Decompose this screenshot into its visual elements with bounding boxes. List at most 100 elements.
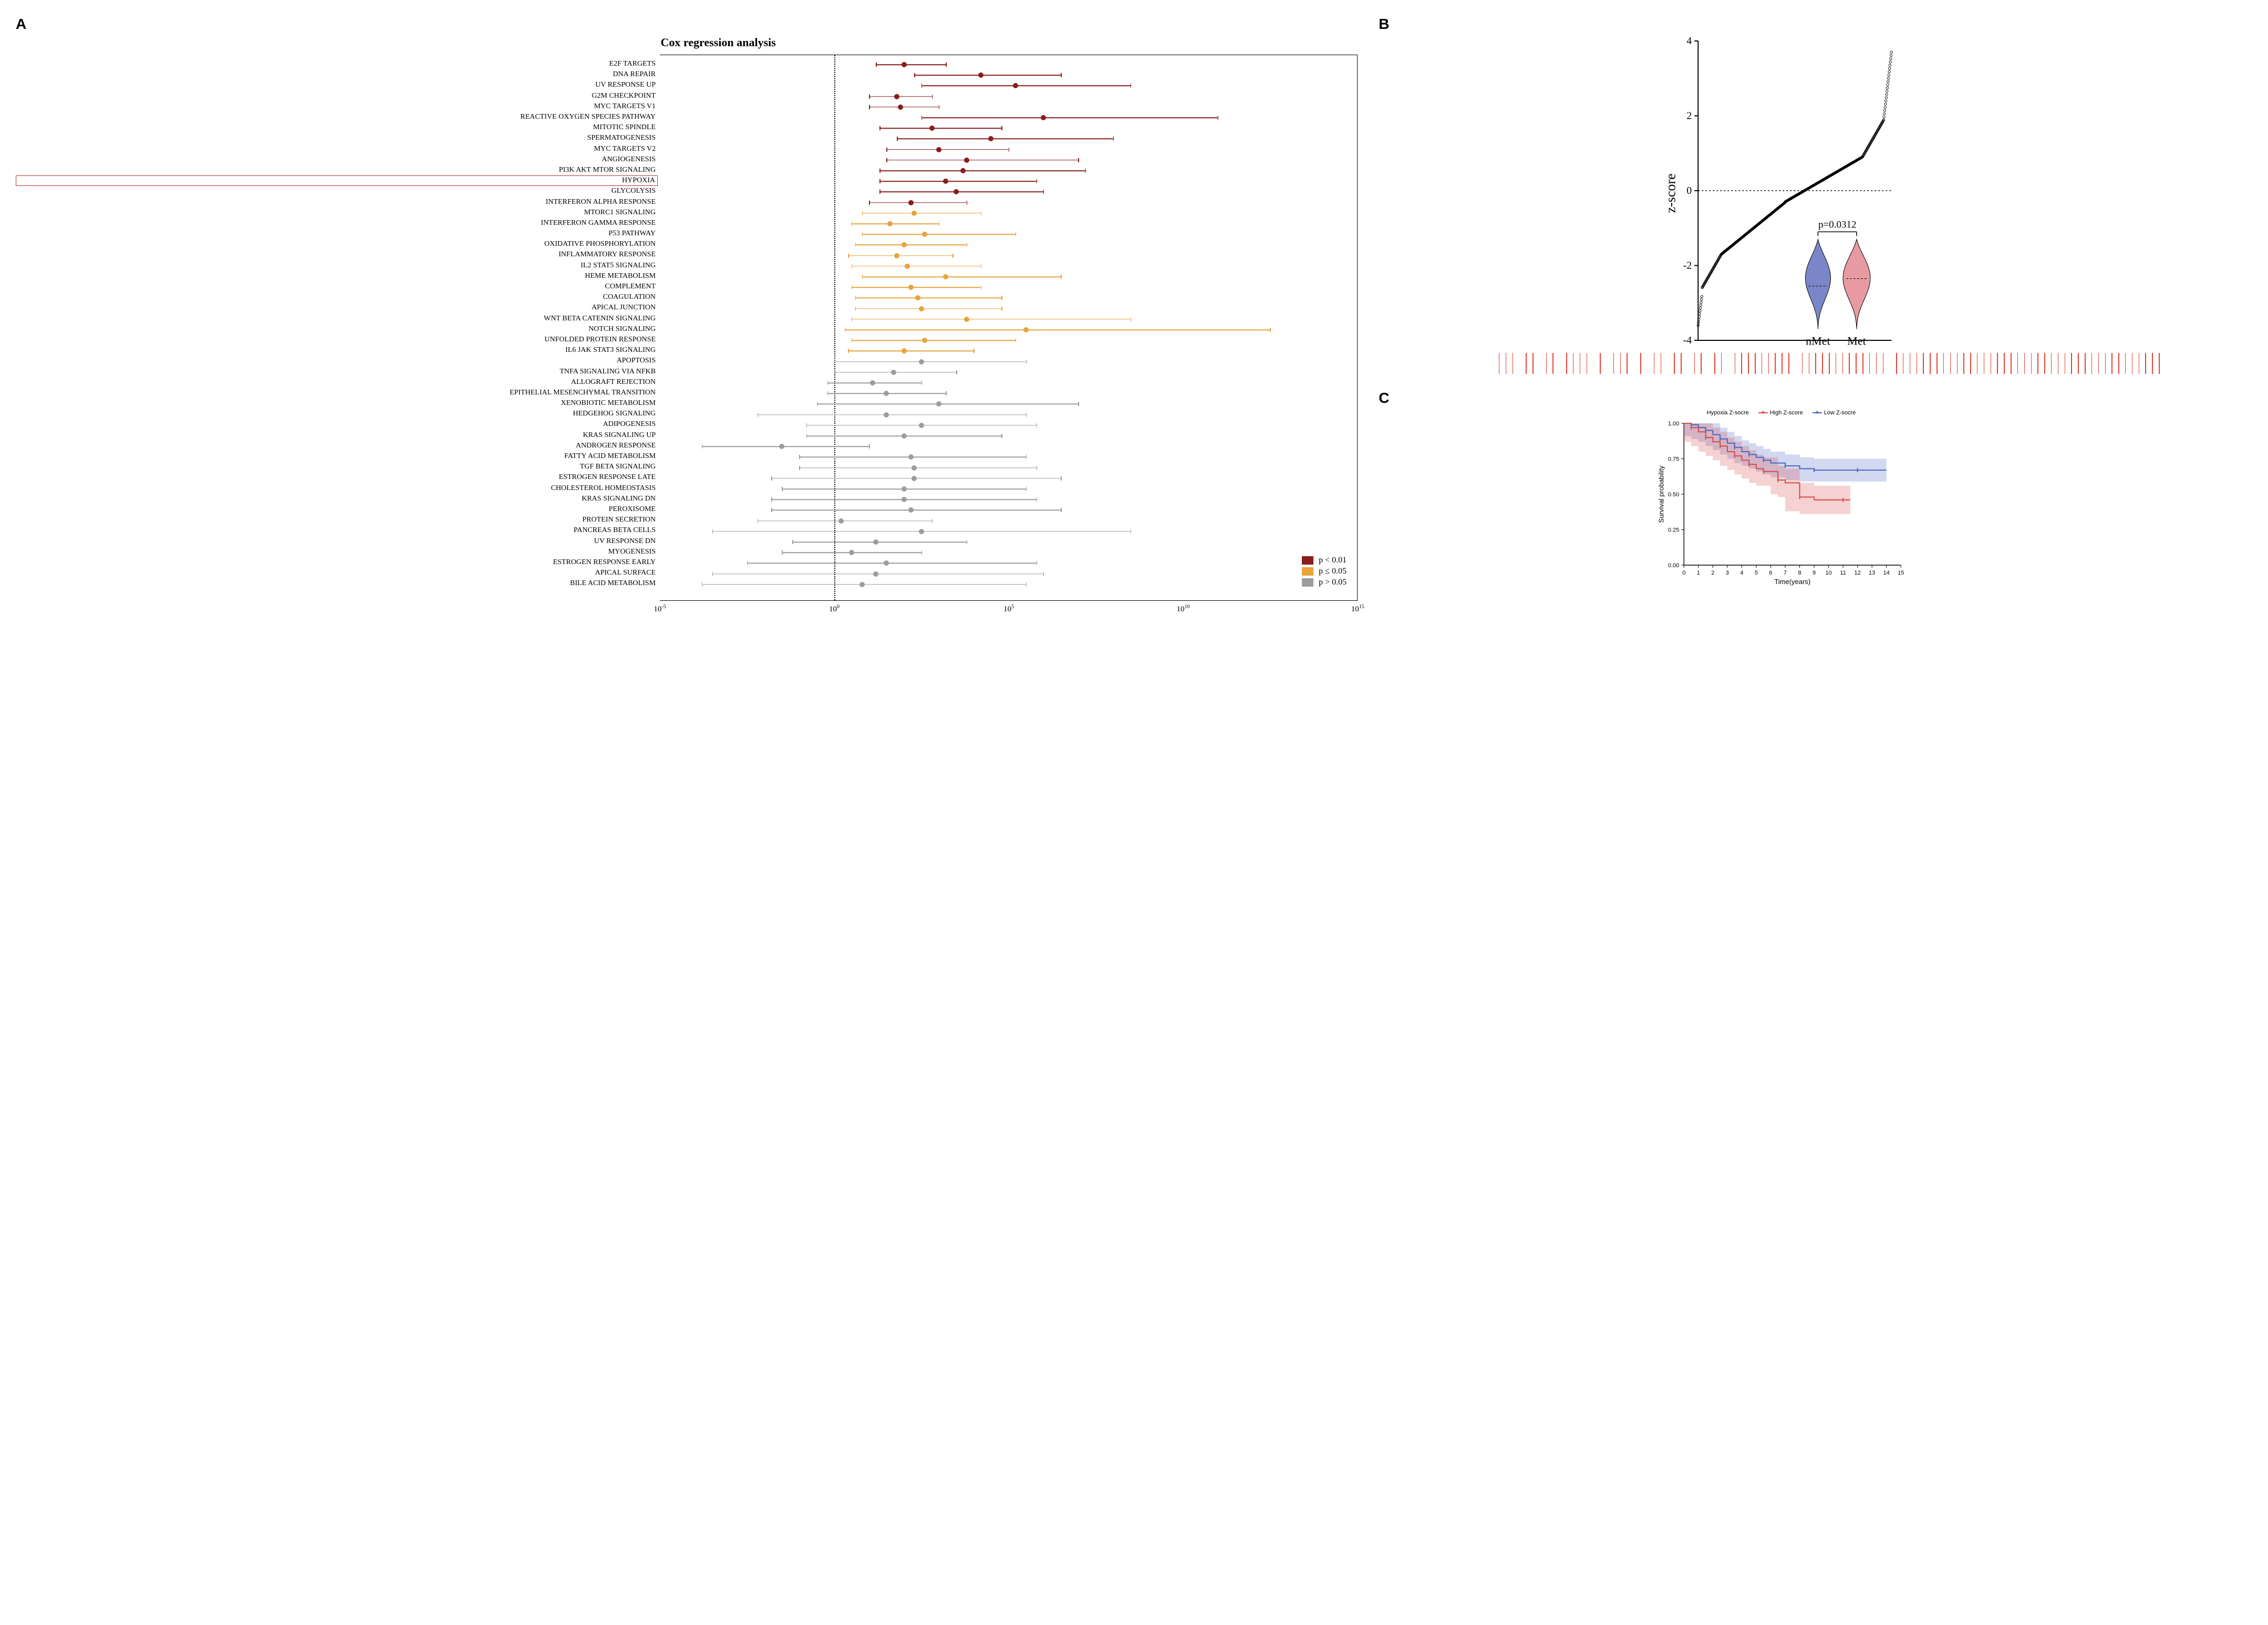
forest-row-bar xyxy=(660,346,1357,356)
rug-tick xyxy=(1499,353,1500,374)
forest-row-label: TNFA SIGNALING VIA NFKB xyxy=(16,366,660,377)
rug-tick xyxy=(1661,353,1662,374)
rug-tick xyxy=(2098,353,2099,374)
panel-c-legend-item: High Z-score xyxy=(1758,410,1803,416)
forest-row-label: PI3K AKT MTOR SIGNALING xyxy=(16,165,660,175)
forest-row-label: MYOGENESIS xyxy=(16,547,660,557)
rug-tick xyxy=(2024,353,2025,374)
rug-tick xyxy=(1991,353,1992,374)
forest-row-label: BILE ACID METABOLISM xyxy=(16,578,660,589)
rug-tick xyxy=(1809,353,1810,374)
forest-row-label: XENOBIOTIC METABOLISM xyxy=(16,398,660,409)
forest-row-label: COMPLEMENT xyxy=(16,282,660,292)
rug-tick xyxy=(1714,353,1715,374)
forest-row-bar xyxy=(660,304,1357,314)
rug-tick xyxy=(1566,353,1567,374)
rug-tick xyxy=(2017,353,2018,374)
rug-tick xyxy=(1552,353,1554,374)
forest-row-label: APICAL SURFACE xyxy=(16,568,660,578)
rug-tick xyxy=(1917,353,1918,374)
x-axis-tick: 10-5 xyxy=(654,604,666,614)
forest-plot: E2F TARGETSDNA REPAIRUV RESPONSE UPG2M C… xyxy=(16,55,1358,601)
forest-row-label: WNT BETA CATENIN SIGNALING xyxy=(16,314,660,324)
forest-row-label: KRAS SIGNALING UP xyxy=(16,430,660,441)
rug-tick xyxy=(1822,353,1823,374)
rug-tick xyxy=(1930,353,1931,374)
forest-row-label: HEME METABOLISM xyxy=(16,271,660,282)
rug-tick xyxy=(1829,353,1830,374)
rug-tick xyxy=(1701,353,1702,374)
rug-tick xyxy=(2111,353,2112,374)
panel-c-chart: 0.000.250.500.751.0001234567891011121314… xyxy=(1379,419,2184,587)
forest-row-bar xyxy=(660,579,1357,590)
forest-row-label: INTERFERON GAMMA RESPONSE xyxy=(16,218,660,228)
forest-row-bar xyxy=(660,516,1357,526)
rug-tick xyxy=(1903,353,1904,374)
svg-text:8: 8 xyxy=(1798,570,1801,576)
forest-labels-column: E2F TARGETSDNA REPAIRUV RESPONSE UPG2M C… xyxy=(16,55,660,601)
rug-tick xyxy=(1506,353,1507,374)
rug-tick xyxy=(1957,353,1958,374)
svg-text:0.50: 0.50 xyxy=(1668,492,1679,498)
rug-tick xyxy=(1936,353,1938,374)
rug-tick xyxy=(1856,353,1857,374)
forest-row-bar xyxy=(660,314,1357,325)
rug-tick xyxy=(1815,353,1816,374)
legend-label: High Z-score xyxy=(1770,410,1803,416)
rug-tick xyxy=(1532,353,1534,374)
forest-chart: p < 0.01p ≤ 0.05p > 0.05 xyxy=(660,55,1358,601)
forest-row-label: G2M CHECKPOINT xyxy=(16,91,660,101)
svg-text:0.25: 0.25 xyxy=(1668,527,1679,534)
forest-row-label: IL6 JAK STAT3 SIGNALING xyxy=(16,345,660,356)
legend-swatch xyxy=(1302,578,1313,587)
svg-text:2: 2 xyxy=(1686,110,1692,122)
forest-row-bar xyxy=(660,431,1357,441)
rug-tick xyxy=(1782,353,1783,374)
rug-tick xyxy=(1849,353,1850,374)
rug-tick xyxy=(1741,353,1742,374)
forest-row-label: UNFOLDED PROTEIN RESPONSE xyxy=(16,335,660,345)
forest-row-bar xyxy=(660,251,1357,261)
legend-label: p > 0.05 xyxy=(1319,578,1347,587)
forest-row-label: UV RESPONSE UP xyxy=(16,80,660,90)
panel-right-column: B -4-2024z-scorep=0.0312nMetMet C Hypoxi… xyxy=(1379,16,2184,617)
x-axis-tick: 1010 xyxy=(1177,604,1190,614)
forest-row-label: ESTROGEN RESPONSE LATE xyxy=(16,472,660,483)
rug-tick xyxy=(1869,353,1870,374)
svg-text:p=0.0312: p=0.0312 xyxy=(1818,219,1856,230)
rug-tick xyxy=(2085,353,2086,374)
svg-text:0.75: 0.75 xyxy=(1668,456,1679,463)
legend-swatch xyxy=(1758,412,1768,413)
forest-row-bar xyxy=(660,261,1357,272)
svg-text:-4: -4 xyxy=(1683,335,1692,346)
rug-tick xyxy=(1620,353,1621,374)
forest-row-bar xyxy=(660,155,1357,165)
forest-row-bar xyxy=(660,452,1357,462)
rug-tick xyxy=(1600,353,1601,374)
forest-row-bar xyxy=(660,186,1357,197)
forest-row-bar xyxy=(660,569,1357,579)
rug-tick xyxy=(1977,353,1978,374)
forest-row-bar xyxy=(660,70,1357,80)
forest-row-label: ANGIOGENESIS xyxy=(16,154,660,165)
panel-a-legend: p < 0.01p ≤ 0.05p > 0.05 xyxy=(1299,552,1350,591)
forest-row-bar xyxy=(660,537,1357,547)
legend-item: p > 0.05 xyxy=(1302,578,1347,587)
forest-row-bar xyxy=(660,102,1357,112)
forest-row-label: MYC TARGETS V2 xyxy=(16,144,660,154)
forest-row-bar xyxy=(660,494,1357,505)
forest-row-bar xyxy=(660,112,1357,123)
panel-b-label: B xyxy=(1379,16,2184,33)
forest-row-bar xyxy=(660,282,1357,293)
forest-row-bar xyxy=(660,420,1357,431)
forest-row-bar xyxy=(660,505,1357,515)
rug-tick xyxy=(1587,353,1588,374)
rug-tick xyxy=(2145,353,2146,374)
forest-row-bar xyxy=(660,547,1357,558)
rug-tick xyxy=(1674,353,1675,374)
forest-row-bar xyxy=(660,410,1357,420)
forest-row-label: INFLAMMATORY RESPONSE xyxy=(16,249,660,260)
forest-row-label: MITOTIC SPINDLE xyxy=(16,122,660,133)
rug-tick xyxy=(1842,353,1844,374)
forest-row-label: APOPTOSIS xyxy=(16,356,660,366)
